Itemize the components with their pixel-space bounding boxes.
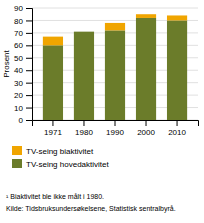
y-tick: 80: [14, 17, 32, 26]
x-tick: 2000: [137, 120, 155, 137]
bar-series: [43, 18, 187, 120]
y-tick-label: 60: [14, 41, 23, 50]
x-tick: 2010: [168, 120, 186, 137]
bar: [136, 18, 156, 120]
legend-item: TV-seing biaktivitet: [12, 146, 94, 156]
legend-swatch: [12, 159, 22, 168]
y-tick-mark: [26, 8, 32, 9]
y-tick: 0: [19, 116, 32, 125]
y-tick-label: 90: [14, 4, 23, 13]
y-tick-label: 80: [14, 17, 23, 26]
y-axis: 0 10 20 30 40 50 60 70 80 90: [14, 4, 32, 125]
bar: [74, 31, 94, 32]
y-tick-mark: [26, 83, 32, 84]
y-tick-mark: [26, 45, 32, 46]
y-tick-mark: [26, 120, 32, 121]
legend-label: TV-seing hovedaktivitet: [26, 160, 109, 169]
chart: 0 10 20 30 40 50 60 70 80 90 1971 1980 1990 2000 2010 P…: [0, 0, 204, 223]
legend-item: TV-seing hovedaktivitet: [12, 159, 109, 169]
y-tick-label: 10: [14, 104, 23, 113]
footnote: Kilde: Tidsbruksundersøkelsene, Statisti…: [6, 205, 176, 213]
bar: [167, 20, 187, 120]
x-tick: 1980: [75, 120, 93, 137]
y-tick-label: 50: [14, 54, 23, 63]
y-tick-label: 30: [14, 79, 23, 88]
y-tick: 10: [14, 104, 32, 113]
x-tick-mark: [52, 120, 53, 126]
grid: [32, 8, 198, 120]
y-tick-mark: [26, 95, 32, 96]
y-tick: 50: [14, 54, 32, 63]
y-tick-label: 70: [14, 29, 23, 38]
bar-series: [43, 14, 187, 45]
bar: [136, 14, 156, 18]
x-tick-mark: [146, 120, 147, 126]
legend-label: TV-seing biaktivitet: [26, 147, 94, 156]
x-tick-label: 1980: [75, 128, 93, 137]
bar: [74, 32, 94, 120]
bar: [43, 37, 63, 46]
grid-line: [32, 8, 198, 9]
y-tick: 30: [14, 79, 32, 88]
y-tick: 70: [14, 29, 32, 38]
x-axis-domain: [33, 121, 199, 127]
plot-area: 0 10 20 30 40 50 60 70 80 90 1971 1980 1990 2000 2010: [14, 4, 198, 137]
y-axis-domain: [26, 9, 33, 121]
x-tick-label: 1971: [44, 128, 62, 137]
y-axis-label: Prosent: [2, 49, 11, 77]
y-tick-label: 20: [14, 91, 23, 100]
bar: [167, 15, 187, 20]
y-tick-mark: [26, 108, 32, 109]
y-tick: 60: [14, 41, 32, 50]
x-tick-label: 1990: [106, 128, 124, 137]
y-tick-mark: [26, 70, 32, 71]
x-tick-label: 2010: [168, 128, 186, 137]
x-tick: 1990: [106, 120, 124, 137]
x-tick-mark: [177, 120, 178, 126]
y-tick-mark: [26, 58, 32, 59]
bar: [43, 45, 63, 120]
legend: TV-seing biaktivitet TV-seing hovedaktivi…: [12, 146, 109, 169]
y-tick: 40: [14, 66, 32, 75]
y-tick-label: 0: [19, 116, 24, 125]
y-tick: 20: [14, 91, 32, 100]
x-tick-mark: [115, 120, 116, 126]
y-tick: 90: [14, 4, 32, 13]
bar: [105, 30, 125, 120]
x-tick-mark: [83, 120, 84, 126]
y-tick-mark: [26, 33, 32, 34]
x-axis: 1971 1980 1990 2000 2010: [33, 120, 199, 137]
bars: [43, 14, 187, 120]
x-tick: 1971: [44, 120, 62, 137]
y-tick-label: 40: [14, 66, 23, 75]
footnote: ¹ Biaktivitet ble ikke målt i 1980.: [6, 193, 104, 200]
x-tick-label: 2000: [137, 128, 155, 137]
bar: [105, 23, 125, 30]
y-tick-mark: [26, 20, 32, 21]
legend-swatch: [12, 146, 22, 155]
